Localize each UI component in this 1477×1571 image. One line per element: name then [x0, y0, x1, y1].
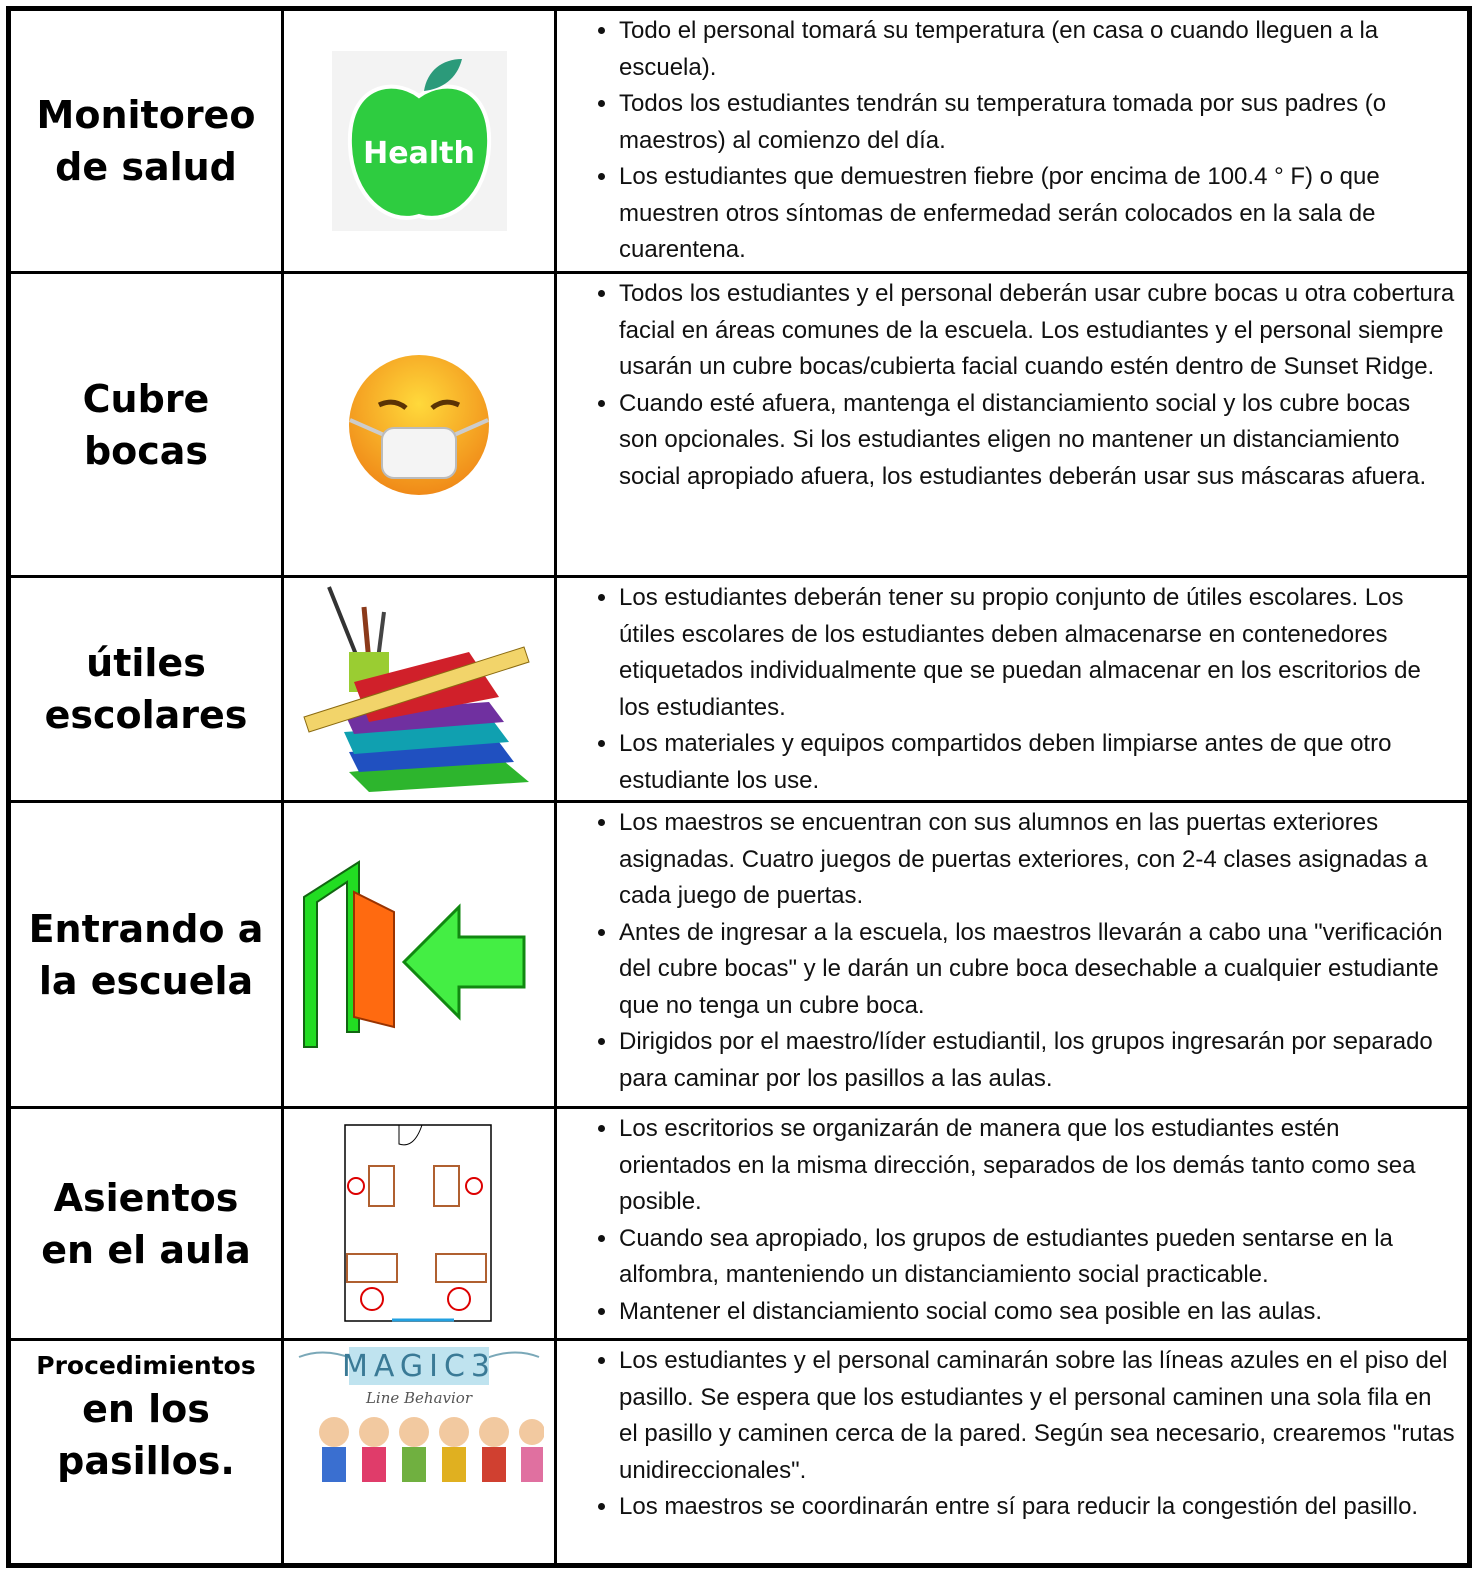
title-cell: Monitoreo de salud: [7, 7, 284, 274]
bullet: Los estudiantes que demuestren fiebre (p…: [619, 159, 1455, 269]
title-line: Entrando a: [28, 906, 264, 951]
row: Cubre bocas Todos los estudiantes y el pe…: [7, 271, 1471, 578]
title-line: en el aula: [41, 1227, 251, 1272]
supplies-icon: [303, 585, 530, 792]
title-cell: Cubre bocas: [7, 271, 284, 578]
mask-emoji: [349, 354, 489, 495]
row: Monitoreo de salud Health Todo el persona…: [7, 7, 1471, 274]
bullet: Los maestros se encuentran con sus alumn…: [619, 805, 1455, 915]
title-cell: Asientos en el aula: [7, 1106, 284, 1341]
bullet-cell: Los estudiantes y el personal caminarán …: [554, 1338, 1471, 1567]
title-line: la escuela: [38, 958, 254, 1003]
title-cell: útiles escolares: [7, 575, 284, 803]
image-cell: [281, 1106, 557, 1341]
image-cell: Health: [281, 7, 557, 274]
title-line: Asientos: [53, 1175, 239, 1220]
bullet: Todos los estudiantes tendrán su tempera…: [619, 86, 1455, 159]
row: útiles escolares Los estudiantes deberán …: [7, 575, 1471, 803]
image-subtext: Line Behavior: [365, 1389, 473, 1407]
title-cell: Entrando a la escuela: [7, 800, 284, 1109]
row: Asientos en el aula Los escritorios se or…: [7, 1106, 1471, 1341]
bullet: Cuando esté afuera, mantenga el distanci…: [619, 386, 1455, 496]
bullet: Los estudiantes y el personal caminarán …: [619, 1343, 1455, 1489]
bullet: Antes de ingresar a la escuela, los maes…: [619, 915, 1455, 1025]
image-text: Health: [363, 136, 475, 171]
bullet: Mantener el distanciamiento social como …: [619, 1294, 1455, 1331]
image-cell: [281, 575, 557, 803]
bullet: Todos los estudiantes y el personal debe…: [619, 276, 1455, 386]
bullet-cell: Todos los estudiantes y el personal debe…: [554, 271, 1471, 578]
bullet-cell: Los maestros se encuentran con sus alumn…: [554, 800, 1471, 1109]
title-line: de salud: [55, 145, 237, 189]
bullet: Los materiales y equipos compartidos deb…: [619, 726, 1455, 799]
bullet: Dirigidos por el maestro/líder estudiant…: [619, 1024, 1455, 1097]
image-cell: [281, 271, 557, 578]
title-cell: Procedimientos en los pasillos.: [7, 1338, 284, 1567]
bullet-cell: Todo el personal tomará su temperatura (…: [554, 7, 1471, 274]
bullet: Los estudiantes deberán tener su propio …: [619, 580, 1455, 726]
title-line: útiles: [86, 641, 206, 685]
row: Entrando a la escuela Los maestros se enc…: [7, 800, 1471, 1109]
image-cell: [281, 800, 557, 1109]
entry-icon: [303, 860, 526, 1048]
title-line: Monitoreo: [36, 93, 256, 137]
classroom-layout: [344, 1123, 492, 1322]
bullet-cell: Los escritorios se organizarán de manera…: [554, 1106, 1471, 1341]
bullet: Los maestros se coordinarán entre sí par…: [619, 1489, 1455, 1526]
bullet: Los escritorios se organizarán de manera…: [619, 1111, 1455, 1221]
apple-icon: Health: [331, 51, 507, 231]
bullet: Todo el personal tomará su temperatura (…: [619, 13, 1455, 86]
row: Procedimientos en los pasillos. MAGIC3 Lin…: [7, 1338, 1471, 1567]
policy-table: Monitoreo de salud Health Todo el persona…: [6, 6, 1472, 1568]
bullet-cell: Los estudiantes deberán tener su propio …: [554, 575, 1471, 803]
title-line: Cubre: [82, 376, 210, 421]
title-line: en los pasillos.: [57, 1387, 235, 1483]
image-cell: MAGIC3 Line Behavior: [281, 1338, 557, 1567]
hallway-icon: MAGIC3 Line Behavior: [298, 1347, 544, 1482]
title-line: escolares: [44, 693, 248, 737]
image-text: MAGIC3: [342, 1349, 496, 1384]
title-line: bocas: [83, 428, 209, 473]
title-line: Procedimientos: [36, 1351, 256, 1380]
bullet: Cuando sea apropiado, los grupos de estu…: [619, 1221, 1455, 1294]
